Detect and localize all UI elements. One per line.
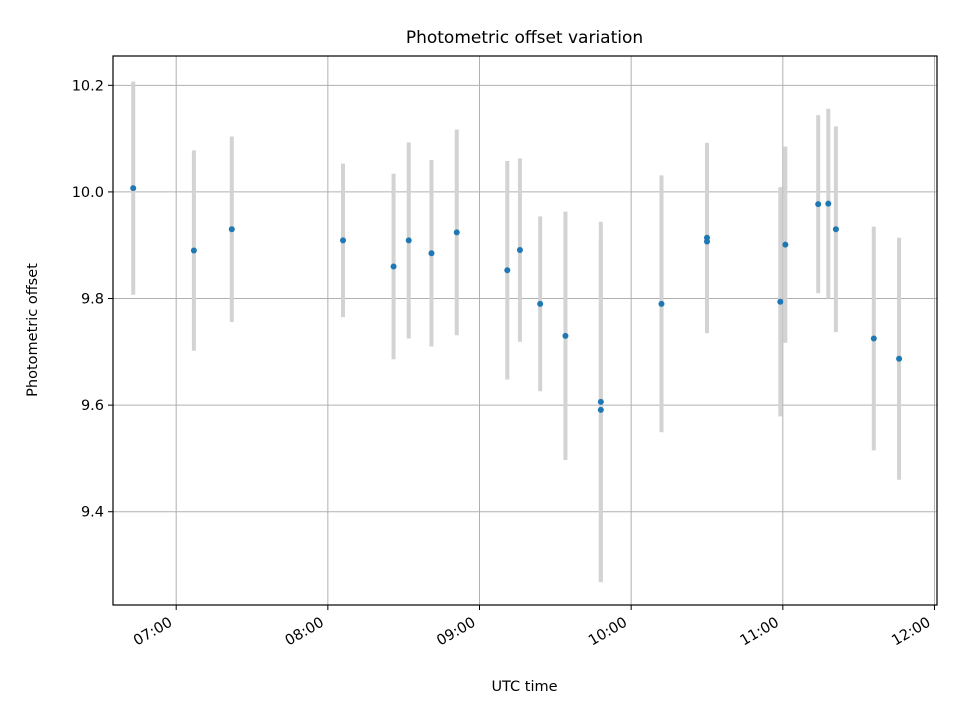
data-point bbox=[597, 398, 604, 405]
data-point bbox=[825, 200, 832, 207]
data-point bbox=[228, 226, 235, 233]
data-point bbox=[130, 185, 137, 192]
data-point bbox=[597, 406, 604, 413]
x-axis-title: UTC time bbox=[491, 679, 557, 695]
x-tick-label: 10:00 bbox=[586, 615, 630, 650]
error-bars bbox=[131, 81, 902, 583]
data-point bbox=[815, 201, 822, 208]
axes-frame bbox=[112, 55, 938, 606]
data-point bbox=[453, 229, 460, 236]
axis-ticks: 07:00 08:00 09:00 10:00 11:00 12:00 9.4 9.6 9.8 1… bbox=[72, 78, 935, 649]
grid bbox=[113, 56, 937, 605]
data-point bbox=[832, 226, 839, 233]
y-tick-label: 9.4 bbox=[81, 505, 104, 521]
y-tick-label: 10.2 bbox=[72, 78, 104, 94]
data-points bbox=[130, 185, 903, 413]
data-point bbox=[896, 355, 903, 362]
data-point bbox=[340, 237, 347, 244]
data-point bbox=[504, 267, 511, 274]
data-point bbox=[428, 250, 435, 257]
x-tick-label: 08:00 bbox=[283, 615, 327, 650]
data-point bbox=[870, 335, 877, 342]
x-tick-label: 11:00 bbox=[738, 615, 782, 650]
chart-title: Photometric offset variation bbox=[406, 28, 643, 48]
data-point bbox=[658, 300, 665, 307]
data-point bbox=[405, 237, 412, 244]
data-point bbox=[190, 247, 197, 254]
data-point bbox=[703, 238, 710, 245]
data-point bbox=[777, 298, 784, 305]
x-tick-label: 07:00 bbox=[131, 615, 175, 650]
data-point bbox=[782, 241, 789, 248]
data-point bbox=[516, 247, 523, 254]
y-tick-label: 9.8 bbox=[81, 292, 104, 308]
x-tick-label: 09:00 bbox=[434, 615, 478, 650]
data-point bbox=[562, 332, 569, 339]
y-tick-label: 9.6 bbox=[81, 398, 104, 414]
data-point bbox=[537, 300, 544, 307]
y-axis-title: Photometric offset bbox=[25, 263, 41, 397]
data-point bbox=[390, 263, 397, 270]
plot-frame bbox=[112, 55, 938, 606]
x-tick-label: 12:00 bbox=[889, 615, 933, 650]
y-tick-label: 10.0 bbox=[72, 185, 104, 201]
